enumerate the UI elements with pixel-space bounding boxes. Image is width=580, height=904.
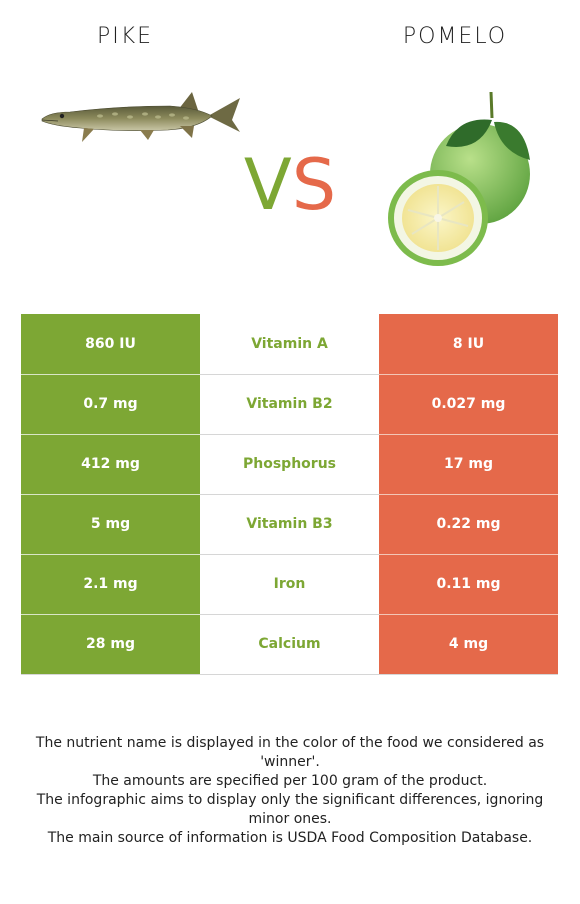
pike-value: 412 mg: [21, 434, 200, 495]
nutrient-name: Phosphorus: [200, 434, 379, 495]
pike-value: 860 IU: [21, 314, 200, 375]
pomelo-image: [388, 91, 530, 266]
vs-label: VS: [220, 140, 360, 230]
nutrient-name: Vitamin A: [200, 314, 379, 375]
pike-value: 2.1 mg: [21, 554, 200, 615]
pike-value: 5 mg: [21, 494, 200, 555]
pomelo-value: 8 IU: [379, 314, 558, 375]
left-food-title: PIKE: [96, 24, 154, 49]
table-row: 5 mg Vitamin B3 0.22 mg: [21, 494, 558, 555]
vs-s: S: [291, 144, 337, 226]
vs-v: V: [243, 144, 292, 226]
pomelo-value: 0.22 mg: [379, 494, 558, 555]
nutrient-comparison-table: 860 IU Vitamin A 8 IU 0.7 mg Vitamin B2 …: [21, 314, 558, 675]
table-row: 28 mg Calcium 4 mg: [21, 614, 558, 675]
nutrient-name: Calcium: [200, 614, 379, 675]
pomelo-value: 4 mg: [379, 614, 558, 675]
pike-image: [41, 92, 240, 142]
nutrient-name: Vitamin B3: [200, 494, 379, 555]
nutrient-name: Iron: [200, 554, 379, 615]
pomelo-value: 17 mg: [379, 434, 558, 495]
table-row: 412 mg Phosphorus 17 mg: [21, 434, 558, 495]
pike-value: 0.7 mg: [21, 374, 200, 435]
nutrient-name: Vitamin B2: [200, 374, 379, 435]
footnote-winner: The nutrient name is displayed in the co…: [35, 735, 545, 770]
footnotes: The nutrient name is displayed in the co…: [20, 734, 560, 848]
pike-value: 28 mg: [21, 614, 200, 675]
footnote-significance: The infographic aims to display only the…: [36, 792, 544, 827]
footnote-source: The main source of information is USDA F…: [47, 830, 533, 846]
right-food-title: POMELO: [402, 24, 508, 49]
table-row: 2.1 mg Iron 0.11 mg: [21, 554, 558, 615]
pomelo-value: 0.11 mg: [379, 554, 558, 615]
table-row: 860 IU Vitamin A 8 IU: [21, 314, 558, 375]
table-row: 0.7 mg Vitamin B2 0.027 mg: [21, 374, 558, 435]
pomelo-value: 0.027 mg: [379, 374, 558, 435]
footnote-per-100g: The amounts are specified per 100 gram o…: [92, 773, 488, 789]
